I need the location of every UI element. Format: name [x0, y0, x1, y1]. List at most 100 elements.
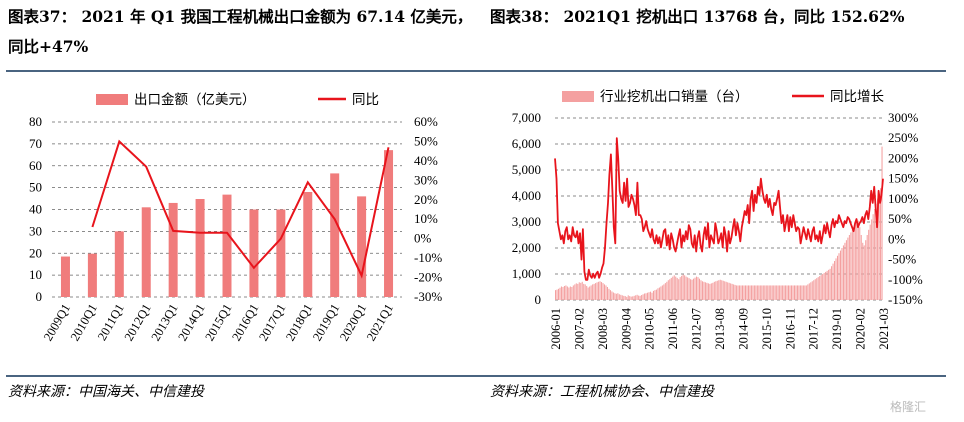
x-tick-label: 2008-03 — [596, 308, 610, 350]
bar — [877, 198, 879, 300]
bar — [878, 193, 880, 300]
y-tick-label: 1,000 — [512, 266, 541, 281]
y-tick-label: 6,000 — [512, 136, 541, 151]
y-tick-label: 10 — [29, 267, 42, 282]
bar — [682, 274, 684, 300]
bar — [670, 277, 672, 300]
bar — [790, 285, 793, 300]
bar — [615, 293, 617, 300]
bar — [759, 285, 761, 300]
bar — [734, 284, 736, 300]
bar — [773, 285, 775, 300]
bar — [651, 292, 653, 300]
bar — [673, 275, 675, 300]
y2-tick-label: 40% — [414, 153, 438, 168]
y2-tick-label: 50% — [414, 133, 438, 148]
bar — [807, 284, 809, 300]
bar — [739, 285, 741, 300]
bar — [590, 285, 592, 300]
bar — [303, 192, 313, 297]
bar — [633, 295, 635, 300]
bar — [572, 285, 574, 300]
bar — [804, 285, 806, 300]
bar — [859, 227, 861, 300]
bar — [771, 285, 773, 300]
bar — [764, 285, 766, 300]
bar — [685, 276, 687, 300]
bar — [845, 240, 847, 300]
bar — [777, 285, 779, 300]
bar — [684, 275, 686, 300]
bar — [87, 253, 97, 297]
legend-label-line: 同比 — [352, 92, 379, 107]
y-tick-label: 3,000 — [512, 214, 541, 229]
bar — [798, 285, 800, 300]
bar — [611, 291, 613, 300]
bar — [694, 277, 696, 300]
bottom-divider — [6, 375, 946, 377]
bar — [802, 285, 804, 300]
bar — [863, 245, 865, 300]
x-tick-label: 2019-01 — [830, 308, 844, 350]
x-tick-label: 2013-08 — [713, 308, 727, 350]
bar — [663, 284, 665, 300]
bar — [774, 285, 776, 300]
bar — [756, 285, 758, 300]
bar — [869, 224, 871, 300]
bar — [706, 282, 708, 300]
y-tick-label: 70 — [29, 136, 42, 151]
bar — [666, 281, 668, 300]
bar — [636, 294, 638, 300]
bar — [703, 281, 705, 300]
y2-tick-label: 0% — [888, 231, 906, 246]
bar — [642, 294, 644, 300]
bar — [614, 293, 616, 300]
bar — [649, 291, 652, 300]
x-tick-label: 2020-02 — [854, 308, 868, 350]
y2-tick-label: -150% — [888, 292, 923, 307]
bar — [749, 285, 751, 300]
chart1-source: 资料来源：中国海关、中信建投 — [8, 384, 204, 400]
bar — [562, 287, 564, 300]
y-tick-label: 40 — [29, 202, 42, 217]
bar — [789, 285, 791, 300]
bar — [762, 285, 764, 300]
bar — [801, 285, 803, 300]
bar — [621, 295, 623, 300]
y2-tick-label: 150% — [888, 171, 919, 186]
bar — [630, 296, 632, 300]
bar — [793, 285, 795, 300]
chart1-title-line2: 同比+47% — [8, 37, 89, 56]
bar — [724, 281, 726, 300]
y2-tick-label: -50% — [888, 252, 916, 267]
bar — [624, 296, 626, 300]
bar — [704, 282, 706, 300]
bar — [825, 271, 827, 300]
y2-tick-label: 250% — [888, 130, 919, 145]
bar — [141, 207, 151, 297]
bar — [697, 277, 699, 300]
bar — [862, 242, 864, 300]
y-tick-label: 0 — [535, 292, 542, 307]
bar — [747, 285, 749, 300]
bar — [675, 276, 677, 300]
y2-tick-label: 60% — [414, 114, 438, 129]
bar — [678, 279, 680, 300]
bar — [655, 289, 657, 300]
x-tick-label: 2017-12 — [807, 308, 821, 350]
y-tick-label: 20 — [29, 245, 42, 260]
bar — [557, 288, 560, 300]
bar — [796, 285, 798, 300]
legend-label-bar: 行业挖机出口销量（台） — [600, 89, 749, 104]
top-divider — [6, 70, 946, 72]
yoy-line — [91, 139, 390, 279]
bar — [823, 272, 825, 300]
bar — [623, 295, 625, 300]
chart1-title-line1: 图表37： 2021 年 Q1 我国工程机械出口金额为 67.14 亿美元， — [8, 7, 473, 26]
bar — [725, 281, 727, 300]
bar — [805, 285, 807, 300]
bar — [384, 150, 394, 297]
bar — [819, 276, 821, 300]
bar — [568, 287, 570, 300]
legend-swatch-bar — [562, 91, 594, 102]
